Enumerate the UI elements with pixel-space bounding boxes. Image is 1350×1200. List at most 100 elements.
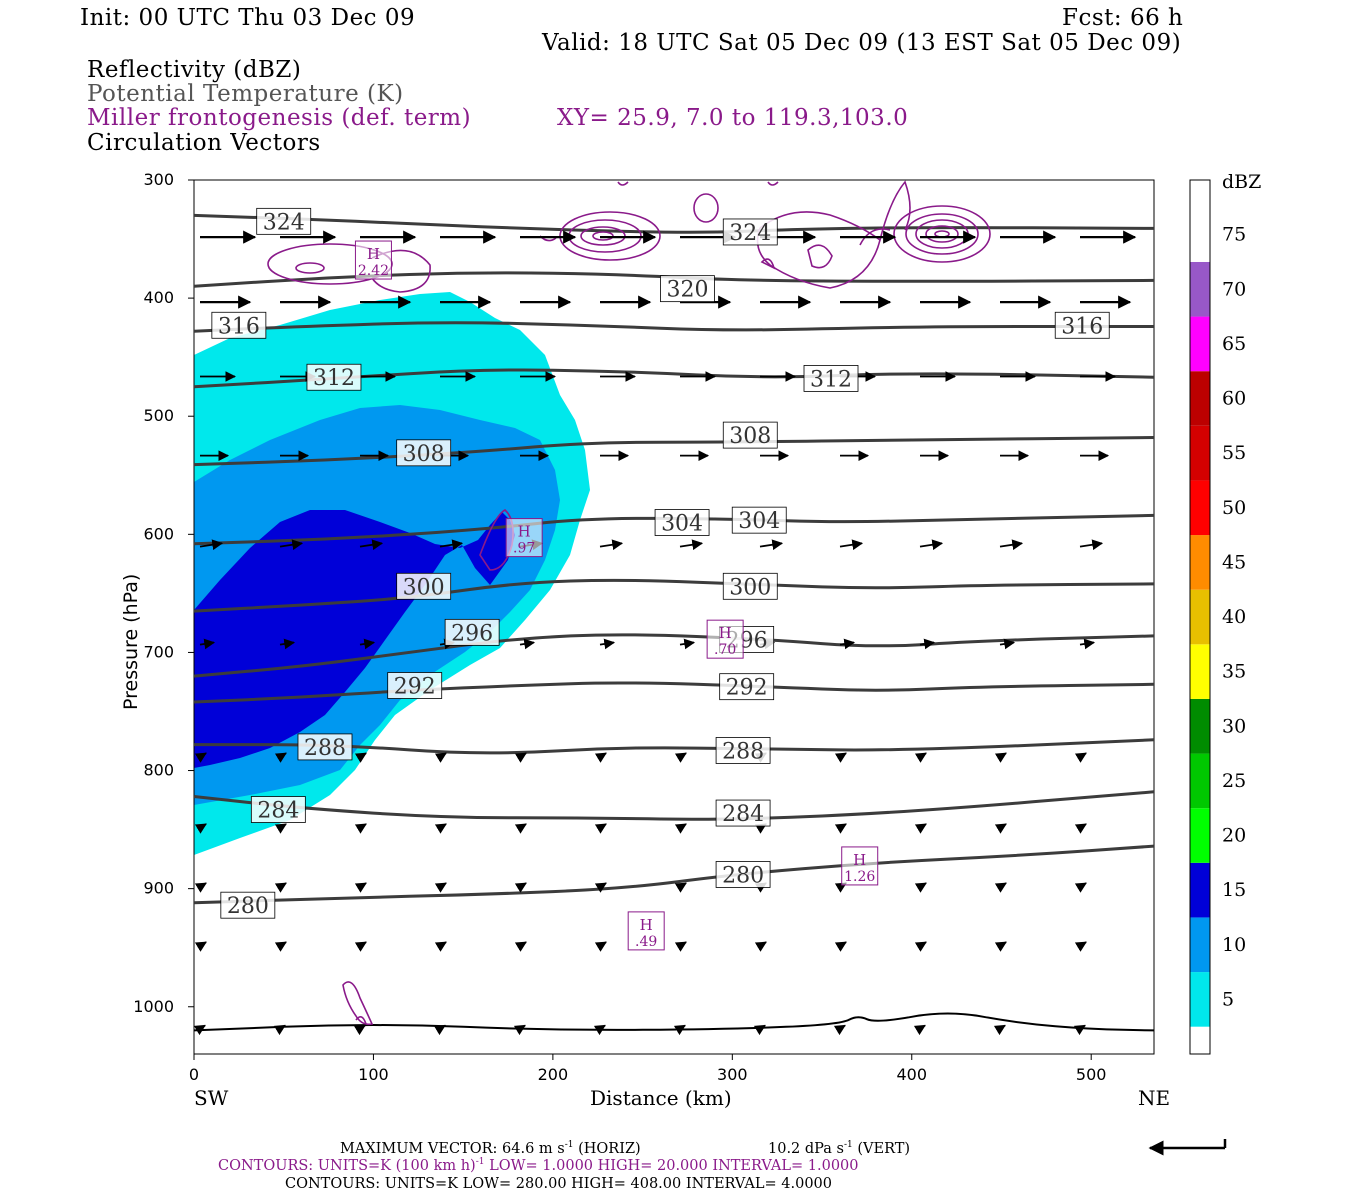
frontogenesis-contour	[767, 181, 779, 186]
theta-label-box	[250, 796, 306, 823]
frontogenesis-contour	[760, 258, 776, 270]
frontogenesis-contour	[295, 262, 325, 274]
theta-label-box	[722, 421, 778, 449]
circulation-vector	[994, 823, 1007, 834]
theta-label-box	[715, 799, 771, 827]
frontogenesis-max-value: .70	[714, 642, 736, 658]
theta-label: 284	[257, 799, 299, 824]
frontogenesis-max-h: H	[719, 624, 732, 642]
circulation-vector	[1073, 1024, 1086, 1036]
theta-contour-284	[194, 790, 1154, 821]
circulation-vector	[433, 1024, 446, 1036]
circulation-vector	[754, 941, 767, 952]
theta-label-box	[1054, 311, 1110, 339]
legend-frontogenesis: Miller frontogenesis (def. term)	[87, 105, 472, 131]
frontogenesis-max-box	[706, 619, 744, 659]
legend-xy: XY= 25.9, 7.0 to 119.3,103.0	[557, 105, 909, 131]
y-tick-label: 300	[143, 170, 174, 189]
theta-contour-324	[194, 213, 1154, 234]
theta-label: 304	[661, 512, 703, 537]
theta-label-box	[715, 861, 771, 888]
circulation-vector	[833, 1024, 846, 1036]
frontogenesis-contour	[693, 193, 719, 223]
circulation-vector	[999, 638, 1016, 650]
circulation-vector	[759, 539, 784, 551]
reflectivity-shading	[194, 292, 590, 855]
circulation-vector	[354, 941, 367, 952]
colorbar-label: 5	[1222, 988, 1234, 1010]
frontogenesis-contour	[617, 181, 629, 186]
frontogenesis-contour	[807, 244, 833, 269]
circulation-vector	[1074, 752, 1087, 763]
circulation-vector	[274, 823, 287, 834]
y-tick-label: 900	[143, 879, 174, 898]
circulation-vector	[599, 539, 624, 551]
circulation-vector	[194, 752, 207, 763]
frontogenesis-contour	[879, 180, 911, 241]
circulation-vector	[594, 752, 607, 763]
colorbar-label: 55	[1222, 442, 1246, 464]
theta-label: 300	[403, 575, 445, 600]
circulation-vector	[594, 823, 607, 834]
ne-label: NE	[1138, 1086, 1171, 1110]
theta-label: 280	[227, 894, 269, 919]
frontogenesis-contour-info: CONTOURS: UNITS=K (100 km h)-1 LOW= 1.00…	[218, 1157, 859, 1174]
vertical-vector-text: 10.2 dPa s-1 (VERT)	[768, 1140, 911, 1157]
colorbar-swatch	[1190, 917, 1210, 973]
circulation-vector	[194, 1024, 206, 1036]
theta-label: 300	[729, 575, 771, 600]
circulation-vector	[514, 823, 527, 834]
circulation-vector	[914, 823, 927, 834]
theta-label-box	[306, 363, 362, 391]
theta-label: 288	[722, 739, 764, 764]
frontogenesis-contour	[915, 219, 969, 249]
circulation-vector	[599, 638, 616, 650]
colorbar-label: 40	[1222, 606, 1246, 628]
theta-contour-280	[194, 844, 1154, 905]
theta-label-box	[444, 618, 500, 646]
circulation-vector	[1074, 823, 1087, 834]
circulation-vector	[753, 1024, 766, 1036]
colorbar: 5 10 15 20 25 30 35 40 45 50 55 60 65 70 75 dBZ	[1189, 171, 1261, 1055]
theta-label: 320	[666, 278, 708, 303]
circulation-vector	[914, 882, 927, 893]
colorbar-label: 10	[1222, 934, 1246, 956]
circulation-vector	[513, 1024, 526, 1036]
colorbar-label: 15	[1222, 879, 1246, 901]
circulation-vector	[354, 882, 367, 893]
circulation-vector	[674, 752, 687, 763]
x-tick-label: 0	[189, 1065, 199, 1084]
colorbar-swatch	[1190, 480, 1210, 536]
circulation-vector	[359, 638, 376, 650]
circulation-vector	[199, 539, 224, 551]
circulation-vector	[999, 539, 1024, 551]
circulation-vector	[434, 941, 447, 952]
circulation-vector	[514, 882, 527, 893]
theta-label: 288	[304, 736, 346, 761]
circulation-vector	[594, 882, 607, 893]
frontogenesis-contours	[267, 180, 991, 1026]
theta-contour-296	[194, 633, 1154, 678]
circulation-vector	[993, 1024, 1006, 1036]
frontogenesis-contour	[559, 211, 661, 261]
frontogenesis-max-value: 1.26	[844, 869, 875, 885]
terrain-line	[194, 1012, 1154, 1032]
circulation-vector	[839, 638, 856, 650]
colorbar-swatch	[1190, 644, 1210, 699]
theta-label-box	[396, 439, 452, 467]
y-tick-label: 800	[143, 761, 174, 780]
theta-contour-288	[194, 738, 1154, 755]
circulation-vector	[279, 539, 304, 551]
circulation-vector	[594, 941, 607, 952]
theta-label: 292	[726, 676, 768, 701]
init-time: Init: 00 UTC Thu 03 Dec 09	[80, 5, 416, 31]
circulation-vector	[199, 638, 216, 650]
theta-label-box	[256, 207, 312, 235]
circulation-vector	[839, 539, 864, 551]
colorbar-label: 50	[1222, 497, 1246, 519]
theta-label-box	[660, 275, 715, 303]
circulation-vector	[593, 1024, 606, 1036]
y-tick-label: 400	[143, 288, 174, 307]
